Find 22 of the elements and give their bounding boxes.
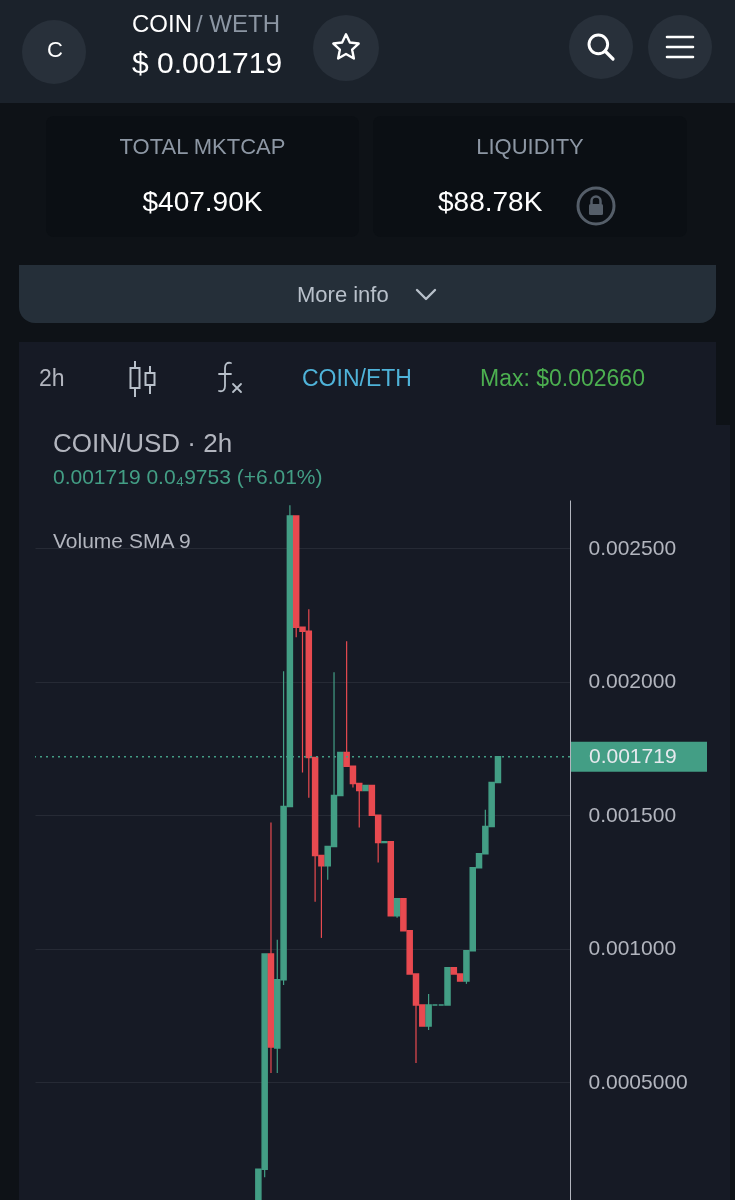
text: $ 0.001719 xyxy=(132,46,283,80)
ref-line-label: 0.001719 xyxy=(589,743,677,767)
text: C xyxy=(47,37,63,63)
text: / WETH xyxy=(196,10,280,38)
text: LIQUIDITY xyxy=(475,134,585,160)
text: $88.78K xyxy=(438,186,543,218)
text: More info xyxy=(297,282,389,308)
annotation: Volume SMA 9 xyxy=(53,529,191,553)
chart-title: COIN/USD · 2h xyxy=(53,428,233,458)
text: $407.90K xyxy=(141,186,264,218)
text: 2h xyxy=(39,365,65,392)
text: COIN xyxy=(132,10,192,38)
text: Max: $0.002660 xyxy=(480,365,645,392)
text: TOTAL MKTCAP xyxy=(118,134,287,160)
y-tick-label: 0.001000 xyxy=(588,936,677,960)
text: COIN/ETH xyxy=(302,365,412,392)
y-tick-label: 0.0005000 xyxy=(588,1069,688,1093)
candlestick xyxy=(393,897,401,919)
y-tick-label: 0.002000 xyxy=(588,669,677,693)
chart-subtitle: 0.001719 0.0₄9753 (+6.01%) xyxy=(53,465,323,488)
y-tick-label: 0.001500 xyxy=(588,802,677,826)
y-tick-label: 0.002500 xyxy=(588,535,677,559)
